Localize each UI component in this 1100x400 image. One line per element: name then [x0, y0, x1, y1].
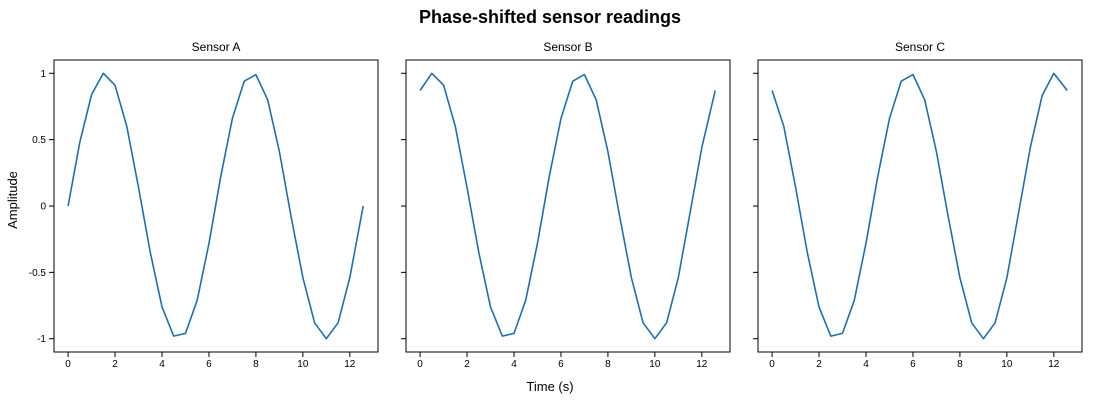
- panels: Sensor A 0 2 4 6 8 10 12 1 0.5 0 -0.5 -1 Sensor B 0 2 4 6…: [29, 40, 1083, 370]
- x-tick-label: 0: [769, 359, 775, 370]
- panel-2: Sensor B 0 2 4 6 8 10 12: [401, 40, 731, 370]
- panel-frame: [405, 59, 731, 353]
- x-tick-label: 6: [558, 359, 564, 370]
- y-tick-label: -1: [37, 334, 46, 345]
- x-tick-label: 0: [65, 359, 71, 370]
- series-line: [67, 72, 364, 340]
- x-axis-label: Time (s): [526, 379, 573, 394]
- x-tick-label: 2: [464, 359, 470, 370]
- x-tick-label: 12: [696, 359, 708, 370]
- chart-title: Phase-shifted sensor readings: [419, 7, 681, 27]
- x-tick-label: 8: [605, 359, 611, 370]
- x-tick-label: 0: [417, 359, 423, 370]
- x-tick-label: 10: [1001, 359, 1013, 370]
- panel-title: Sensor C: [895, 40, 945, 54]
- panel-frame: [757, 59, 1083, 353]
- y-tick-label: -0.5: [29, 268, 47, 279]
- y-tick-label: 1: [40, 69, 46, 80]
- panel-title: Sensor A: [192, 40, 241, 54]
- y-tick-label: 0.5: [32, 135, 46, 146]
- x-tick-label: 4: [159, 359, 165, 370]
- panel-3: Sensor C 0 2 4 6 8 10 12: [753, 40, 1083, 370]
- x-tick-label: 2: [816, 359, 822, 370]
- panel-title: Sensor B: [543, 40, 592, 54]
- panel-1: Sensor A 0 2 4 6 8 10 12 1 0.5 0 -0.5 -1: [29, 40, 379, 370]
- x-tick-label: 12: [344, 359, 356, 370]
- x-tick-label: 10: [649, 359, 661, 370]
- x-tick-label: 12: [1048, 359, 1060, 370]
- x-tick-label: 4: [511, 359, 517, 370]
- series-line: [419, 72, 716, 340]
- x-tick-label: 4: [863, 359, 869, 370]
- series-line: [771, 72, 1068, 340]
- y-tick-label: 0: [40, 202, 46, 213]
- x-tick-label: 8: [957, 359, 963, 370]
- y-axis-label: Amplitude: [5, 171, 20, 229]
- x-tick-label: 2: [112, 359, 118, 370]
- x-tick-label: 6: [206, 359, 212, 370]
- x-tick-label: 6: [910, 359, 916, 370]
- x-tick-label: 10: [297, 359, 309, 370]
- x-tick-label: 8: [253, 359, 259, 370]
